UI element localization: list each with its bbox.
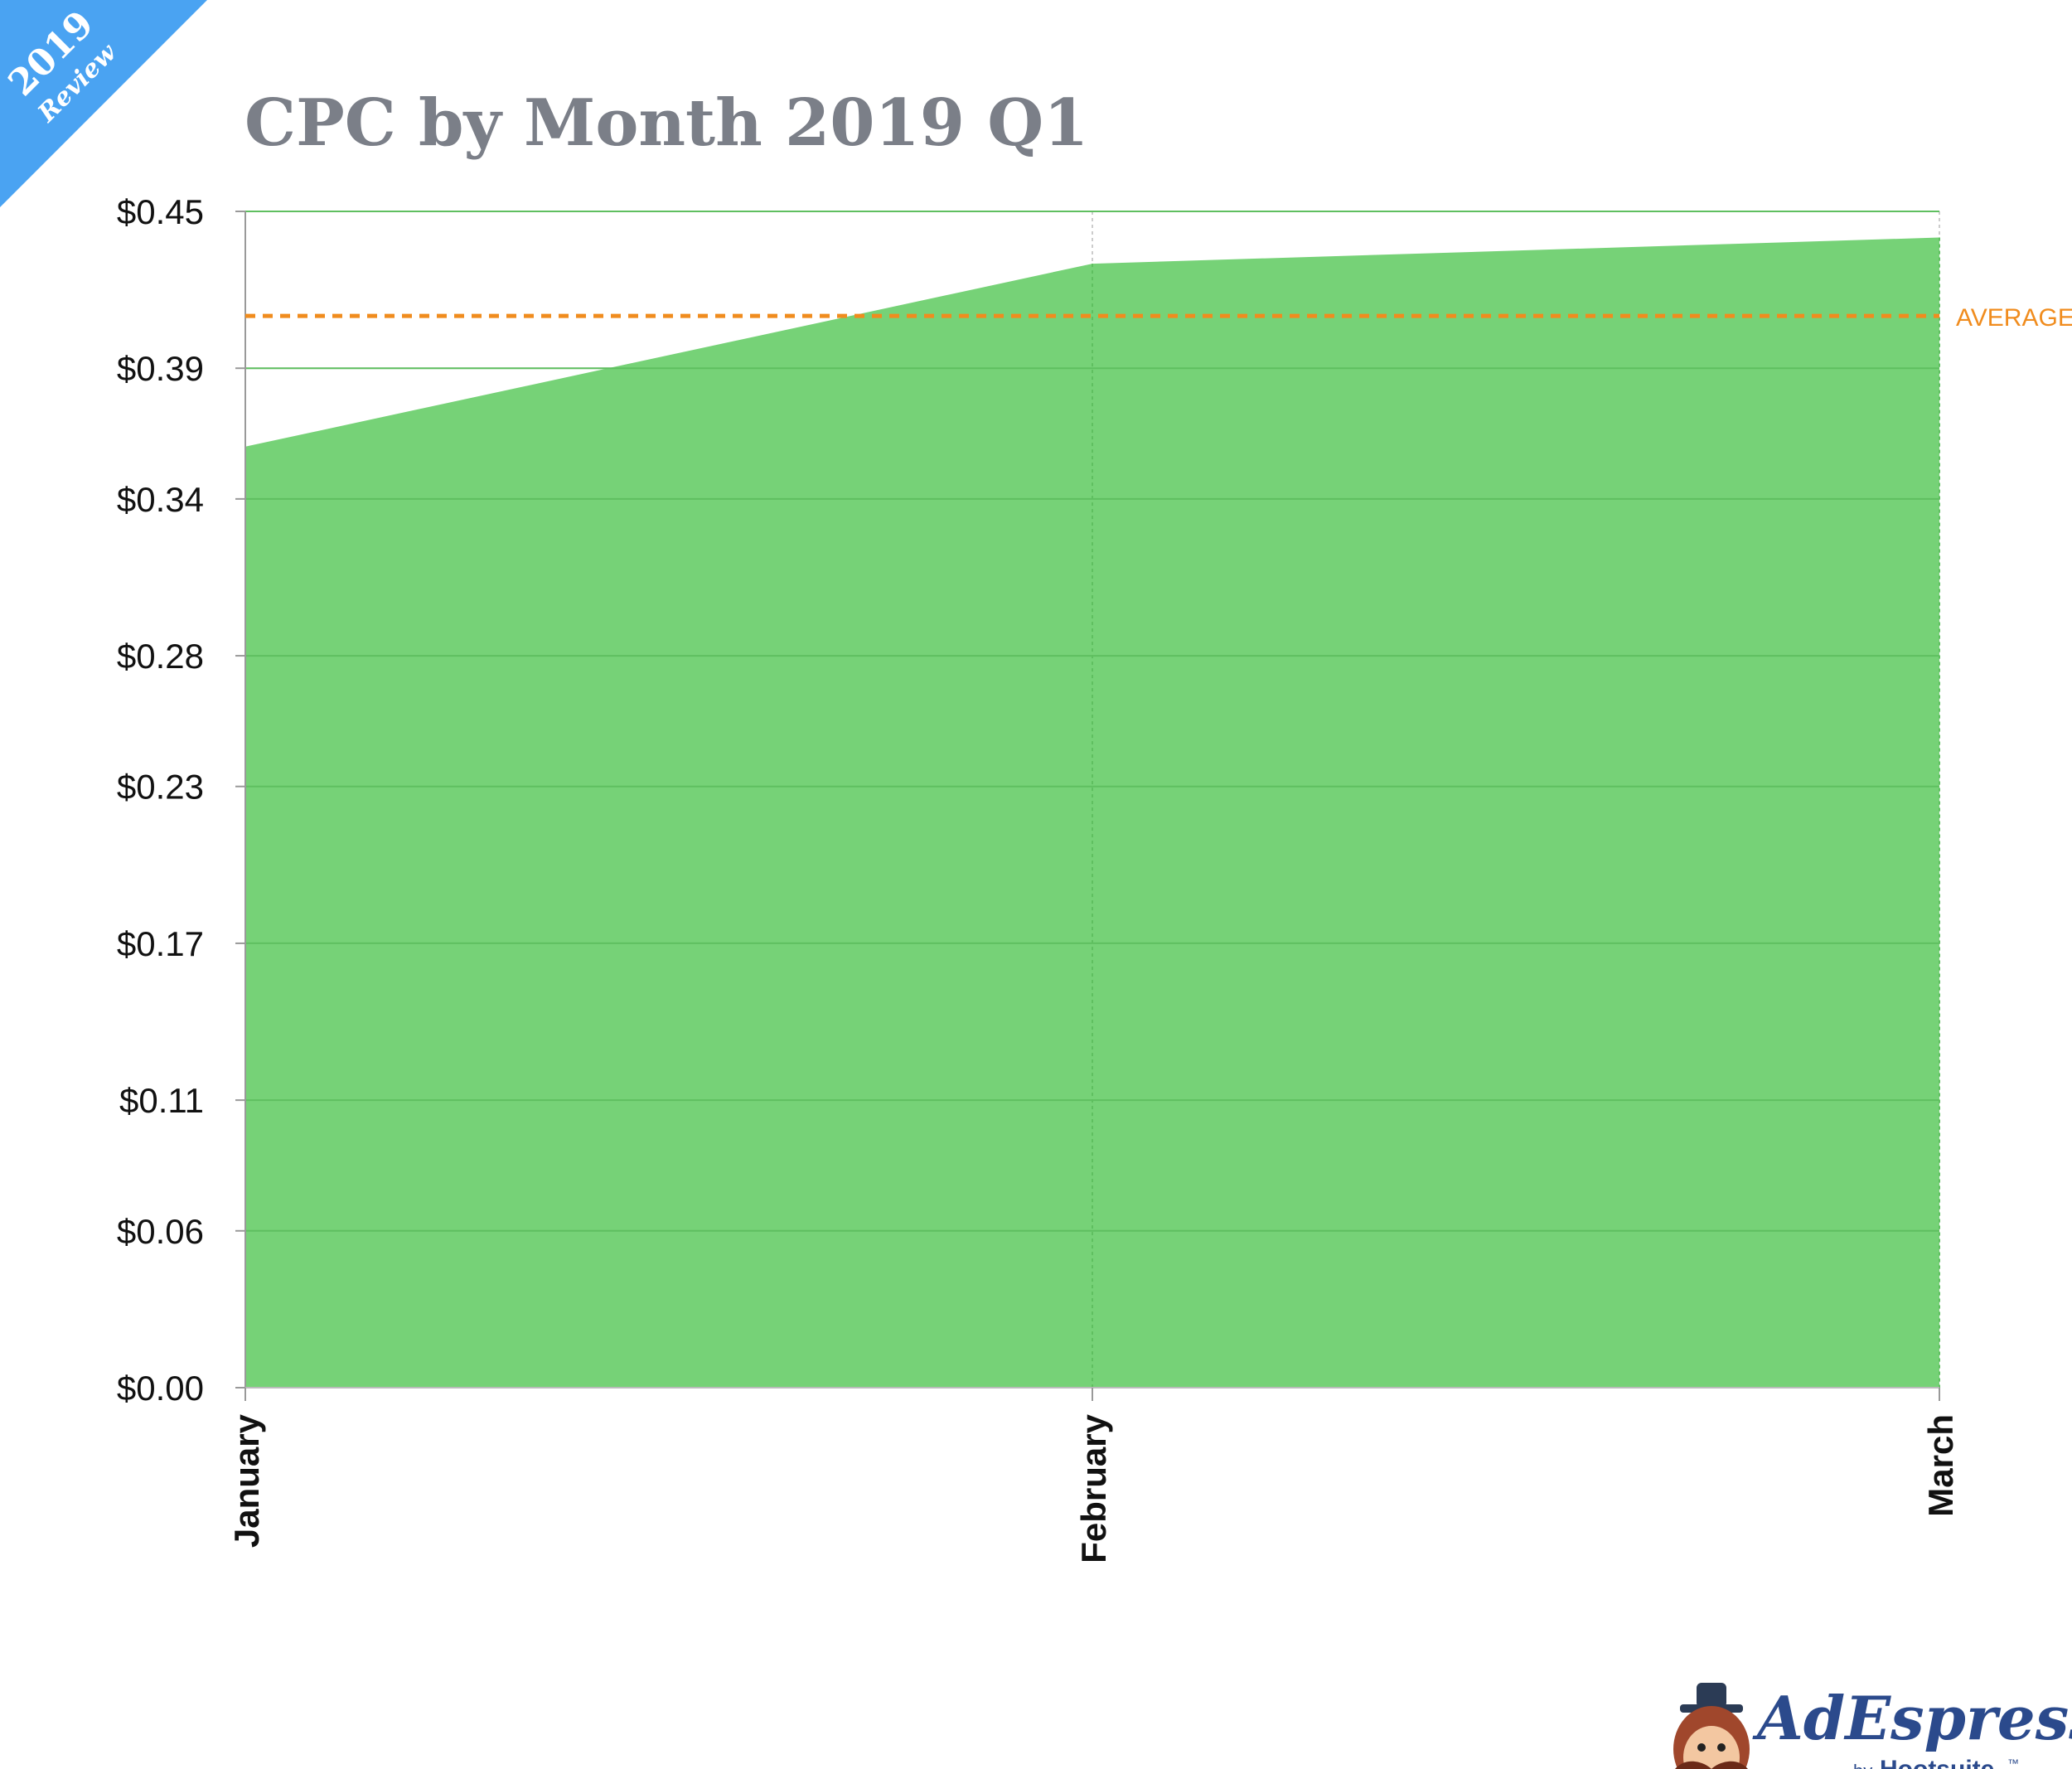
adespresso-logo: AdEspresso by Hootsuite ™ [1673,1683,2072,1769]
average-line-group: AVERAGE [245,304,2072,332]
y-tick-label: $0.34 [117,480,204,519]
logo-by: by [1853,1761,1872,1769]
x-tick-label: February [1074,1413,1113,1563]
y-axis-ticks: $0.00 $0.06 $0.11 $0.17 $0.23 $0.28 $0.34 $0.39… [117,192,245,1408]
logo-tm: ™ [2007,1757,2019,1769]
y-tick-label: $0.39 [117,349,204,388]
review-badge: 2019 Review [0,0,207,207]
y-tick-label: $0.06 [117,1212,204,1251]
badge-ribbon [0,0,207,207]
x-tick-label: March [1921,1414,1960,1517]
logo-parent: Hootsuite [1880,1756,1994,1769]
gridline-overlay [245,211,1940,1388]
y-tick-label: $0.11 [119,1081,204,1120]
y-tick-label: $0.17 [117,924,204,963]
mascot-icon [1673,1683,1750,1769]
y-tick-label: $0.23 [117,768,204,807]
average-label: AVERAGE [1956,304,2072,332]
x-axis-ticks: January February March [227,1388,1960,1563]
x-tick-label: January [227,1413,266,1548]
y-tick-label: $0.45 [117,192,204,231]
y-tick-label: $0.28 [117,637,204,676]
logo-brand: AdEspresso [1752,1683,2072,1753]
chart-title: CPC by Month 2019 Q1 [244,85,1088,161]
y-tick-label: $0.00 [117,1369,204,1408]
